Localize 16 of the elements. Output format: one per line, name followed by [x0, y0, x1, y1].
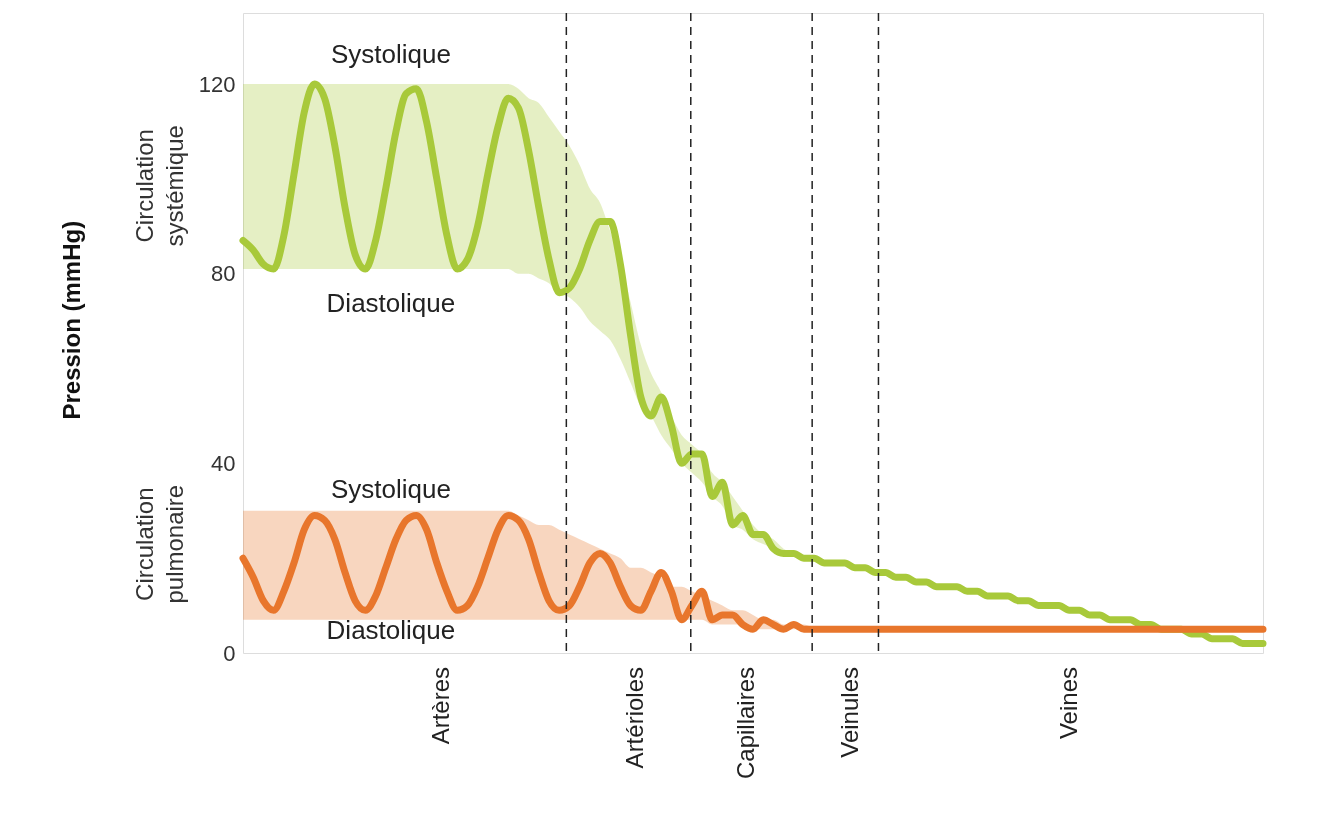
text: Circulation systémique: [131, 125, 188, 247]
text: Veinules: [835, 667, 863, 758]
y-tick-label: 0: [223, 640, 236, 666]
annotation: Diastolique: [326, 288, 456, 319]
annotation: Diastolique: [326, 614, 456, 645]
y-tick-label: 40: [211, 450, 236, 476]
text: Capillaires: [731, 667, 759, 780]
y-axis-title: Pression (mmHg): [58, 220, 85, 420]
annotation: Systolique: [330, 38, 451, 69]
text: Circulation pulmonaire: [131, 484, 188, 604]
text: Veines: [1055, 667, 1083, 740]
text: Artères: [426, 667, 454, 745]
y-tick-label: 80: [211, 261, 236, 287]
annotation: Systolique: [330, 473, 451, 504]
y-tick-label: 120: [198, 71, 236, 97]
text: Artérioles: [620, 667, 648, 769]
